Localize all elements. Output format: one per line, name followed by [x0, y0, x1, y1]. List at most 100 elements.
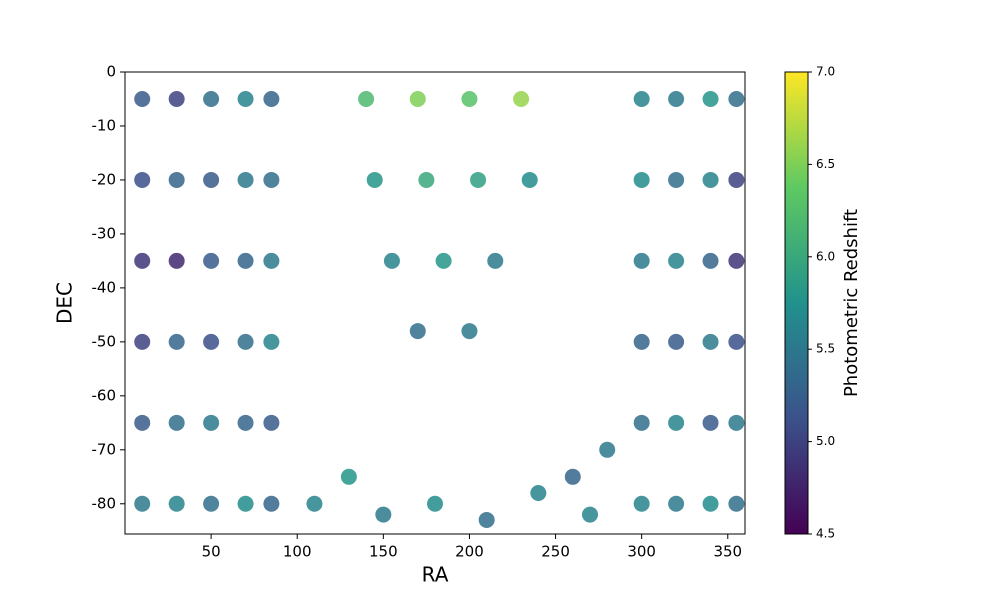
- point: [237, 333, 254, 350]
- point: [633, 495, 650, 512]
- point: [237, 414, 254, 431]
- point: [418, 171, 435, 188]
- x-tick-label: 200: [455, 543, 484, 561]
- point: [478, 511, 495, 528]
- point: [263, 414, 280, 431]
- y-tick-label: -50: [92, 332, 117, 350]
- x-tick-label: 150: [369, 543, 398, 561]
- point: [306, 495, 323, 512]
- x-tick-label: 100: [283, 543, 312, 561]
- point: [435, 252, 452, 269]
- point: [633, 252, 650, 269]
- point: [409, 90, 426, 107]
- point: [168, 252, 185, 269]
- point: [633, 90, 650, 107]
- colorbar-tick-label: 6.5: [816, 157, 835, 171]
- point: [134, 90, 151, 107]
- point: [728, 252, 745, 269]
- point: [237, 171, 254, 188]
- point: [564, 468, 581, 485]
- point: [487, 252, 504, 269]
- point: [134, 252, 151, 269]
- x-tick-label: 50: [202, 543, 221, 561]
- y-tick-label: -70: [92, 440, 117, 458]
- point: [668, 333, 685, 350]
- point: [633, 414, 650, 431]
- point: [409, 323, 426, 340]
- point: [427, 495, 443, 512]
- point: [668, 90, 685, 107]
- point: [702, 171, 719, 188]
- point: [702, 495, 719, 512]
- point: [168, 171, 185, 188]
- point: [668, 414, 685, 431]
- point: [461, 323, 478, 340]
- point: [461, 90, 478, 107]
- point: [702, 90, 719, 107]
- point: [358, 90, 375, 107]
- point: [375, 506, 392, 523]
- point: [702, 333, 719, 350]
- x-axis-label: RA: [422, 563, 449, 587]
- point: [702, 414, 719, 431]
- point: [340, 468, 357, 485]
- y-tick-label: -60: [92, 386, 117, 404]
- y-tick-label: -10: [92, 116, 117, 134]
- point: [633, 333, 650, 350]
- x-tick-label: 350: [713, 543, 742, 561]
- point: [237, 495, 254, 512]
- point: [728, 414, 745, 431]
- x-tick-label: 300: [627, 543, 656, 561]
- point: [728, 333, 745, 350]
- y-tick-label: -20: [92, 170, 117, 188]
- point: [383, 252, 400, 269]
- point: [668, 252, 685, 269]
- point: [668, 495, 685, 512]
- point: [728, 90, 745, 107]
- point: [134, 495, 151, 512]
- point: [728, 171, 745, 188]
- point: [203, 252, 220, 269]
- point: [263, 495, 280, 512]
- colorbar-label: Photometric Redshift: [841, 209, 862, 397]
- point: [263, 333, 280, 350]
- point: [203, 333, 220, 350]
- point: [521, 171, 538, 188]
- y-tick-label: 0: [106, 63, 116, 81]
- colorbar-tick-label: 7.0: [816, 65, 835, 79]
- point: [203, 414, 220, 431]
- point: [263, 90, 280, 107]
- point: [203, 171, 220, 188]
- point: [633, 171, 650, 188]
- colorbar-tick-label: 6.0: [816, 249, 835, 263]
- y-axis-label: DEC: [53, 282, 77, 324]
- colorbar-tick-label: 5.0: [816, 434, 835, 448]
- point: [366, 171, 383, 188]
- point: [728, 495, 745, 512]
- point: [470, 171, 487, 188]
- point: [168, 333, 185, 350]
- point: [134, 414, 151, 431]
- point: [530, 484, 547, 501]
- point: [237, 252, 254, 269]
- point: [203, 90, 220, 107]
- point: [134, 333, 151, 350]
- point: [203, 495, 220, 512]
- point: [168, 414, 185, 431]
- point: [668, 171, 685, 188]
- points: [134, 90, 745, 528]
- y-tick-label: -80: [92, 494, 117, 512]
- point: [263, 252, 280, 269]
- colorbar-tick-label: 5.5: [816, 342, 835, 356]
- colorbar-tick-label: 4.5: [816, 527, 835, 541]
- point: [168, 495, 185, 512]
- x-tick-label: 250: [541, 543, 570, 561]
- y-tick-label: -40: [92, 278, 117, 296]
- point: [599, 441, 616, 458]
- point: [134, 171, 151, 188]
- plot-frame: [124, 71, 746, 535]
- y-tick-label: -30: [92, 224, 117, 242]
- point: [263, 171, 280, 188]
